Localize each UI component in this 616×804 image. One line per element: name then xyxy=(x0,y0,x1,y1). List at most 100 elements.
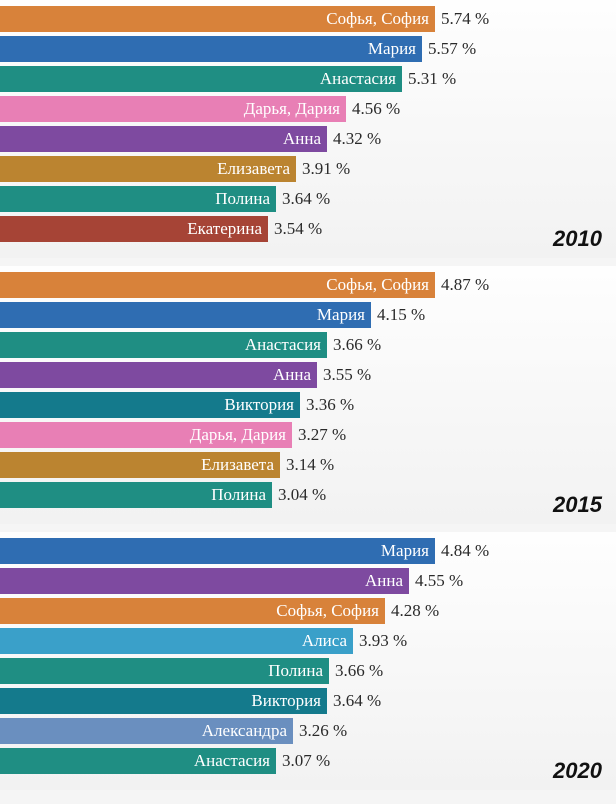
bar-label: Дарья, Дария xyxy=(190,425,286,445)
bar-label: Софья, София xyxy=(326,9,429,29)
bar: Анна xyxy=(0,126,327,152)
bar-value: 3.64 % xyxy=(276,186,330,212)
bar-label: Анастасия xyxy=(194,751,270,771)
bar-value: 3.64 % xyxy=(327,688,381,714)
bar: Софья, София xyxy=(0,598,385,624)
bar: Алиса xyxy=(0,628,353,654)
bar-value: 3.07 % xyxy=(276,748,330,774)
bar: Дарья, Дария xyxy=(0,422,292,448)
bar-row: Алиса 3.93 % xyxy=(0,628,616,654)
bar-row: Елизавета 3.91 % xyxy=(0,156,616,182)
bar: Полина xyxy=(0,658,329,684)
bar-label: Полина xyxy=(215,189,270,209)
bar: Елизавета xyxy=(0,452,280,478)
bar-row: Виктория 3.64 % xyxy=(0,688,616,714)
year-label: 2010 xyxy=(553,226,602,252)
bar: Дарья, Дария xyxy=(0,96,346,122)
bar-value: 3.66 % xyxy=(329,658,383,684)
bar-value: 4.56 % xyxy=(346,96,400,122)
bar: Виктория xyxy=(0,392,300,418)
bar-label: Алиса xyxy=(302,631,347,651)
bar-value: 4.28 % xyxy=(385,598,439,624)
bar-label: Анна xyxy=(365,571,403,591)
bar-row: Анастасия 5.31 % xyxy=(0,66,616,92)
year-label: 2020 xyxy=(553,758,602,784)
bar-value: 3.91 % xyxy=(296,156,350,182)
bar: Мария xyxy=(0,538,435,564)
bar-value: 4.87 % xyxy=(435,272,489,298)
bar-value: 3.66 % xyxy=(327,332,381,358)
bar: Виктория xyxy=(0,688,327,714)
bar-row: Дарья, Дария 4.56 % xyxy=(0,96,616,122)
bar-row: Полина 3.66 % xyxy=(0,658,616,684)
bar-row: Анастасия 3.07 % xyxy=(0,748,616,774)
bar-label: Виктория xyxy=(251,691,321,711)
bar-label: Анна xyxy=(283,129,321,149)
chart-panel: Мария 4.84 % Анна 4.55 % Софья, София 4.28 % А… xyxy=(0,532,616,790)
bar: Мария xyxy=(0,302,371,328)
bar-value: 3.93 % xyxy=(353,628,407,654)
bar-label: Дарья, Дария xyxy=(244,99,340,119)
bar-label: Мария xyxy=(317,305,365,325)
bar-row: Анна 3.55 % xyxy=(0,362,616,388)
bar-row: Полина 3.64 % xyxy=(0,186,616,212)
bar: Анна xyxy=(0,568,409,594)
bar: Александра xyxy=(0,718,293,744)
bar: Полина xyxy=(0,482,272,508)
bar-label: Мария xyxy=(381,541,429,561)
bar-row: Александра 3.26 % xyxy=(0,718,616,744)
year-label: 2015 xyxy=(553,492,602,518)
bar-value: 4.55 % xyxy=(409,568,463,594)
bar-value: 5.57 % xyxy=(422,36,476,62)
bar-row: Екатерина 3.54 % xyxy=(0,216,616,242)
bar: Мария xyxy=(0,36,422,62)
bar-label: Софья, София xyxy=(276,601,379,621)
bar: Софья, София xyxy=(0,6,435,32)
bar-label: Полина xyxy=(211,485,266,505)
bar-label: Елизавета xyxy=(217,159,290,179)
bar-row: Софья, София 4.87 % xyxy=(0,272,616,298)
bar-label: Анастасия xyxy=(245,335,321,355)
bar: Анна xyxy=(0,362,317,388)
bar-row: Софья, София 5.74 % xyxy=(0,6,616,32)
bar-label: Екатерина xyxy=(187,219,262,239)
bar-label: Александра xyxy=(202,721,287,741)
bar-value: 5.74 % xyxy=(435,6,489,32)
bar-label: Анна xyxy=(273,365,311,385)
chart-panel: Софья, София 4.87 % Мария 4.15 % Анастасия 3.… xyxy=(0,266,616,524)
bar-value: 5.31 % xyxy=(402,66,456,92)
bar: Екатерина xyxy=(0,216,268,242)
bar-value: 3.26 % xyxy=(293,718,347,744)
bar-value: 3.14 % xyxy=(280,452,334,478)
bar-value: 4.84 % xyxy=(435,538,489,564)
bar-label: Софья, София xyxy=(326,275,429,295)
bar-row: Софья, София 4.28 % xyxy=(0,598,616,624)
bar: Софья, София xyxy=(0,272,435,298)
bar-value: 3.04 % xyxy=(272,482,326,508)
bar-row: Анна 4.32 % xyxy=(0,126,616,152)
bar-row: Анна 4.55 % xyxy=(0,568,616,594)
chart-panel: Софья, София 5.74 % Мария5.57 % Анастасия 5.… xyxy=(0,0,616,258)
bar-row: Мария5.57 % xyxy=(0,36,616,62)
bar-label: Полина xyxy=(268,661,323,681)
bar-label: Виктория xyxy=(224,395,294,415)
bar-row: Анастасия 3.66 % xyxy=(0,332,616,358)
bar-label: Анастасия xyxy=(320,69,396,89)
bar-value: 3.36 % xyxy=(300,392,354,418)
bar-value: 3.54 % xyxy=(268,216,322,242)
bar-row: Мария 4.84 % xyxy=(0,538,616,564)
bar: Елизавета xyxy=(0,156,296,182)
bar-row: Дарья, Дария 3.27 % xyxy=(0,422,616,448)
bar-row: Виктория 3.36 % xyxy=(0,392,616,418)
bar-row: Мария 4.15 % xyxy=(0,302,616,328)
bar: Анастасия xyxy=(0,66,402,92)
bar: Анастасия xyxy=(0,748,276,774)
bar-label: Елизавета xyxy=(201,455,274,475)
bar-row: Елизавета 3.14 % xyxy=(0,452,616,478)
bar: Анастасия xyxy=(0,332,327,358)
bar-value: 3.55 % xyxy=(317,362,371,388)
bar-value: 4.32 % xyxy=(327,126,381,152)
bar: Полина xyxy=(0,186,276,212)
bar-value: 4.15 % xyxy=(371,302,425,328)
bar-value: 3.27 % xyxy=(292,422,346,448)
